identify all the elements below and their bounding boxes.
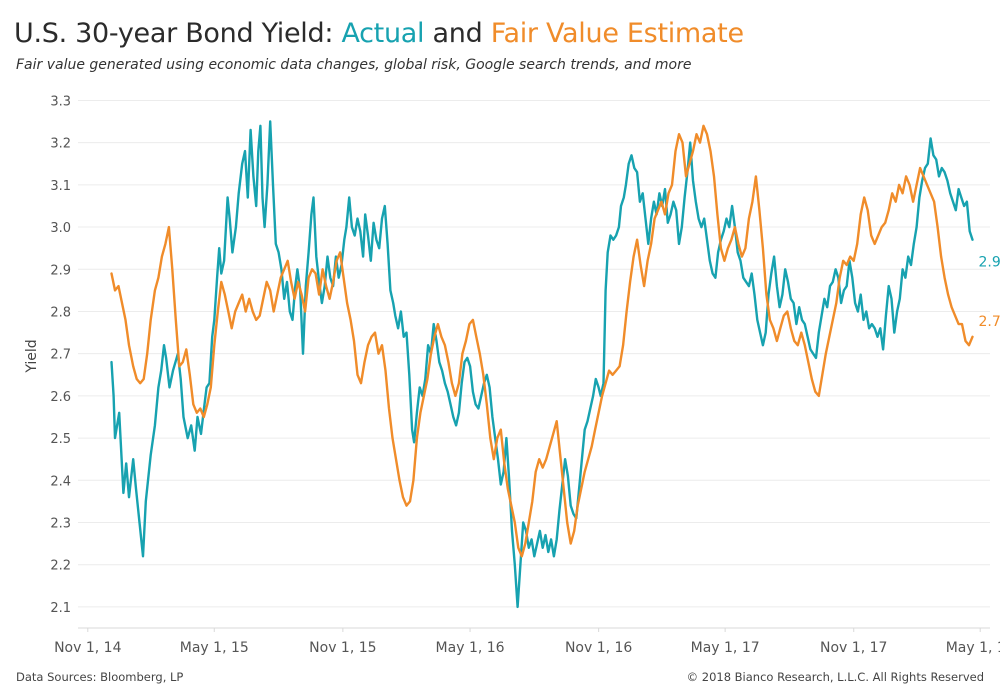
- copyright-note: © 2018 Bianco Research, L.L.C. All Right…: [686, 670, 984, 684]
- x-tick-label: Nov 1, 17: [820, 640, 887, 656]
- y-tick-label: 2.2: [50, 559, 71, 574]
- end-labels: 2.97 2.74: [979, 255, 1000, 330]
- x-tick-label: May 1, 15: [180, 640, 249, 656]
- y-tick-label: 3.0: [50, 221, 71, 236]
- y-tick-label: 2.3: [50, 516, 71, 531]
- title-actual: Actual: [341, 18, 425, 49]
- y-tick-label: 2.7: [50, 348, 71, 363]
- series-lines: [110, 120, 974, 609]
- title-fair: Fair Value Estimate: [490, 18, 744, 49]
- axes: 2.1 2.2 2.3 2.4 2.5 2.6 2.7 2.8 2.9 3.0 3.1 3.2 3.3 N…: [24, 94, 1000, 656]
- x-tick-label: May 1, 17: [691, 640, 760, 656]
- y-tick-label: 2.4: [50, 474, 71, 489]
- x-tick-label: May 1, 18: [946, 640, 1000, 656]
- series-line-fair: [110, 124, 974, 558]
- x-tick-label: May 1, 16: [436, 640, 505, 656]
- y-tick-label: 2.9: [50, 263, 71, 278]
- y-tick-label: 2.6: [50, 390, 71, 405]
- series-line-actual: [110, 120, 974, 609]
- y-tick-label: 3.3: [50, 94, 71, 109]
- end-label-actual: 2.97: [979, 255, 1000, 271]
- data-source-note: Data Sources: Bloomberg, LP: [16, 670, 184, 684]
- chart-subtitle: Fair value generated using economic data…: [16, 57, 692, 73]
- y-tick-label: 2.5: [50, 432, 71, 447]
- title-joiner: and: [424, 18, 491, 49]
- y-tick-label: 3.1: [50, 179, 71, 194]
- x-tick-label: Nov 1, 14: [54, 640, 121, 656]
- end-label-fair: 2.74: [979, 314, 1000, 330]
- y-tick-label: 2.1: [50, 601, 71, 616]
- y-axis-title: Yield: [24, 339, 40, 373]
- x-tick-label: Nov 1, 16: [565, 640, 632, 656]
- y-tick-label: 2.8: [50, 305, 71, 320]
- x-tick-label: Nov 1, 15: [309, 640, 376, 656]
- y-tick-label: 3.2: [50, 137, 71, 152]
- chart-title: U.S. 30-year Bond Yield: Actual and Fair…: [14, 18, 744, 49]
- title-prefix: U.S. 30-year Bond Yield:: [14, 18, 342, 49]
